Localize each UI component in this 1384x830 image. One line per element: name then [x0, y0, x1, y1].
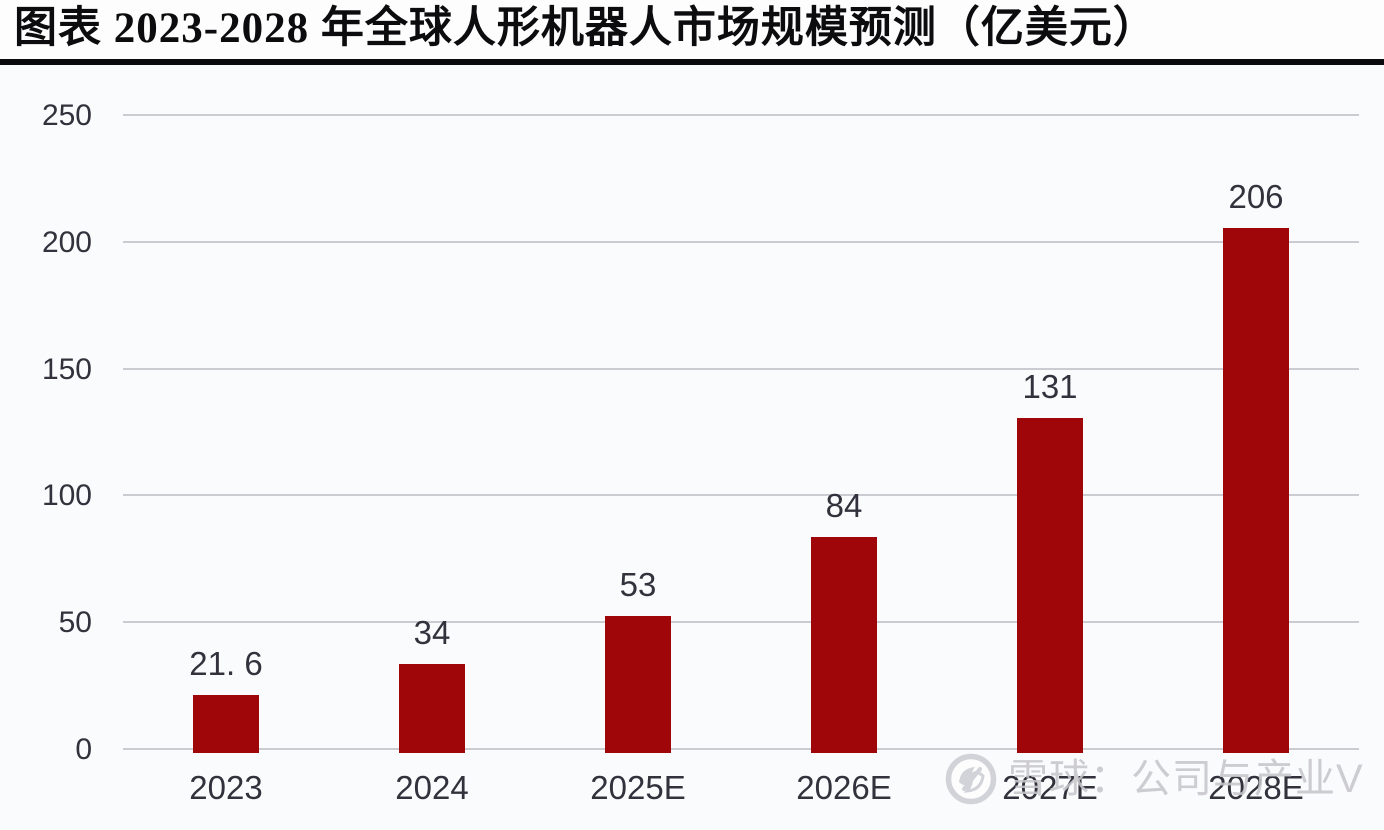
y-tick-label-200: 200: [41, 225, 92, 259]
bar-slot-2026E: 84: [741, 116, 947, 753]
bar-2028E: [1223, 227, 1289, 753]
gridline-200: [123, 240, 1359, 243]
y-tick-label-50: 50: [58, 606, 92, 640]
bar-2026E: [811, 536, 877, 753]
bars-row: 21. 6 34 53 84 131 206: [123, 116, 1359, 753]
bar-value-label-2027E: 131: [1022, 367, 1078, 405]
x-tick-label-2024: 2024: [395, 769, 469, 806]
page-title: 图表 2023-2028 年全球人形机器人市场规模预测（亿美元）: [14, 5, 1157, 52]
bar-value-label-2028E: 206: [1228, 177, 1284, 215]
bar-2024: [399, 663, 465, 753]
y-tick-label-0: 0: [75, 733, 92, 766]
title-divider: [0, 59, 1384, 65]
y-tick-label-150: 150: [41, 352, 92, 386]
gridline-250: [123, 114, 1359, 116]
bar-slot-2024: 34: [329, 116, 535, 753]
bar-slot-2028E: 206: [1153, 116, 1359, 753]
gridline-50: [123, 621, 1359, 624]
bar-value-label-2023: 21. 6: [189, 645, 263, 683]
y-axis: 0 50 100 150 200 250: [0, 101, 96, 765]
x-tick-label-2025E: 2025E: [590, 769, 686, 806]
x-tick-label-2023: 2023: [189, 769, 263, 806]
plot-area: [123, 114, 1359, 750]
gridline-0: [123, 748, 1359, 750]
bar-value-label-2025E: 53: [619, 565, 657, 603]
bar-2027E: [1017, 417, 1083, 753]
x-axis: 2023 2024 2025E 2026E 2027E 2028E: [123, 766, 1359, 810]
gridline-100: [123, 494, 1359, 497]
y-tick-label-250: 250: [41, 99, 92, 132]
x-tick-label-2026E: 2026E: [796, 769, 892, 806]
x-tick-label-2027E: 2027E: [1002, 769, 1098, 806]
bar-slot-2027E: 131: [947, 116, 1153, 753]
bar-2023: [193, 695, 259, 753]
bar-slot-2025E: 53: [535, 116, 741, 753]
bar-value-label-2024: 34: [413, 613, 451, 651]
x-tick-label-2028E: 2028E: [1208, 769, 1304, 806]
bar-2025E: [605, 615, 671, 753]
y-tick-label-100: 100: [41, 479, 92, 513]
bar-slot-2023: 21. 6: [123, 116, 329, 753]
chart-header: 图表 2023-2028 年全球人形机器人市场规模预测（亿美元）: [0, 0, 1384, 59]
bar-value-label-2026E: 84: [825, 486, 863, 524]
gridline-150: [123, 367, 1359, 370]
